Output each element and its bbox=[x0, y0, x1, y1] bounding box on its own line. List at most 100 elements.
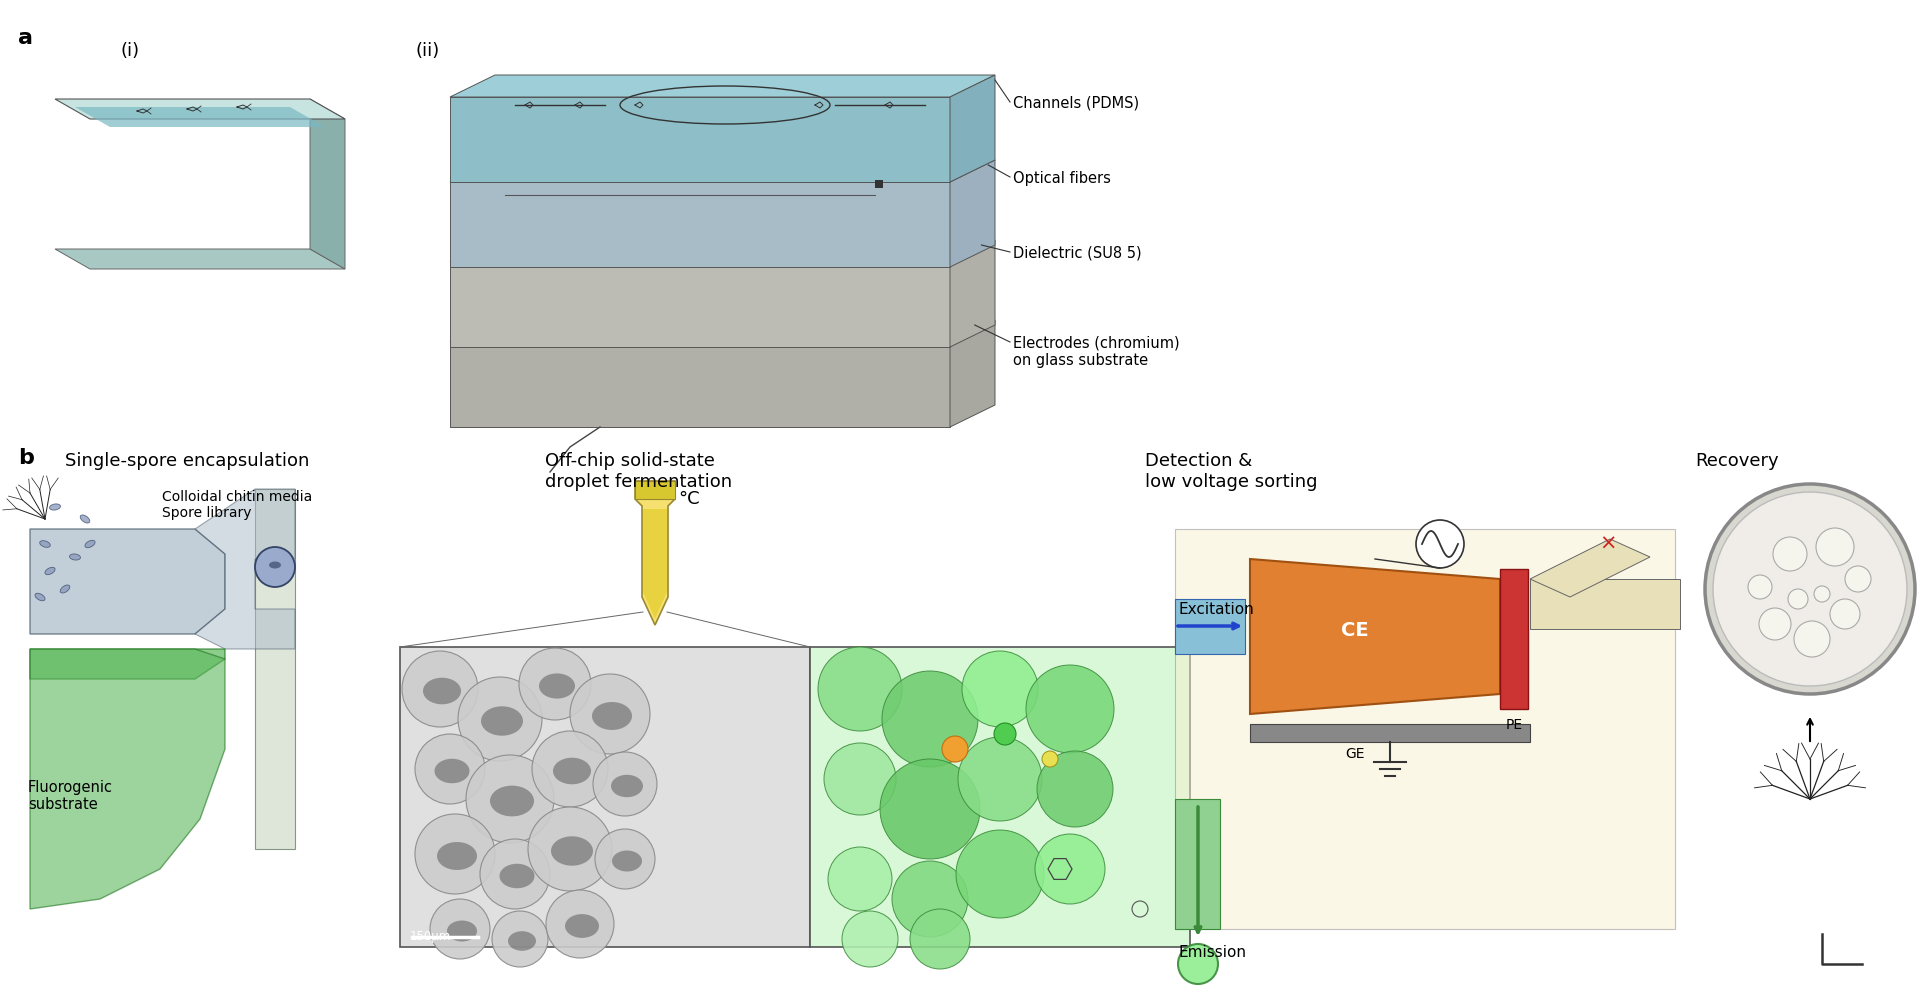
Ellipse shape bbox=[44, 568, 56, 576]
Ellipse shape bbox=[269, 562, 280, 569]
Ellipse shape bbox=[592, 703, 632, 731]
Circle shape bbox=[430, 900, 490, 959]
Polygon shape bbox=[1251, 560, 1500, 715]
Circle shape bbox=[1041, 751, 1058, 767]
Circle shape bbox=[1813, 586, 1831, 602]
Polygon shape bbox=[75, 108, 325, 128]
Text: Channels (PDMS): Channels (PDMS) bbox=[1012, 95, 1139, 111]
Ellipse shape bbox=[35, 593, 44, 601]
Ellipse shape bbox=[613, 851, 642, 872]
Circle shape bbox=[415, 735, 484, 804]
Ellipse shape bbox=[611, 775, 644, 797]
Text: Optical fibers: Optical fibers bbox=[1012, 171, 1110, 186]
Circle shape bbox=[1760, 608, 1790, 640]
Circle shape bbox=[828, 847, 891, 911]
Bar bbox=[1176, 599, 1245, 654]
Ellipse shape bbox=[507, 931, 536, 951]
Circle shape bbox=[1035, 834, 1105, 905]
Polygon shape bbox=[951, 161, 995, 267]
Ellipse shape bbox=[551, 837, 594, 866]
Polygon shape bbox=[56, 249, 346, 269]
Polygon shape bbox=[450, 241, 995, 262]
Bar bbox=[1176, 530, 1675, 929]
Text: (ii): (ii) bbox=[415, 42, 440, 60]
Text: GE: GE bbox=[1345, 746, 1364, 760]
Circle shape bbox=[1178, 944, 1218, 984]
Circle shape bbox=[457, 677, 542, 761]
Circle shape bbox=[993, 724, 1016, 746]
Circle shape bbox=[1748, 576, 1771, 599]
Polygon shape bbox=[450, 97, 951, 183]
Text: Excitation: Excitation bbox=[1178, 601, 1254, 616]
Text: Detection &
low voltage sorting: Detection & low voltage sorting bbox=[1145, 451, 1318, 490]
Polygon shape bbox=[309, 100, 346, 269]
Text: Off-chip solid-state
droplet fermentation: Off-chip solid-state droplet fermentatio… bbox=[546, 451, 732, 490]
Text: Recovery: Recovery bbox=[1694, 451, 1779, 469]
Text: Electrodes (chromium)
on glass substrate: Electrodes (chromium) on glass substrate bbox=[1012, 336, 1179, 368]
Ellipse shape bbox=[40, 541, 50, 548]
Bar bbox=[1500, 570, 1527, 710]
Circle shape bbox=[480, 839, 549, 910]
Polygon shape bbox=[450, 161, 995, 183]
Text: 150μm: 150μm bbox=[409, 929, 451, 942]
Circle shape bbox=[596, 829, 655, 889]
Polygon shape bbox=[31, 649, 225, 679]
Text: PE: PE bbox=[1506, 718, 1523, 732]
Text: Emission: Emission bbox=[1178, 944, 1247, 959]
Ellipse shape bbox=[565, 914, 599, 938]
Circle shape bbox=[824, 744, 895, 815]
Bar bbox=[1176, 799, 1220, 929]
Bar bbox=[1251, 725, 1529, 743]
Circle shape bbox=[882, 671, 978, 767]
Polygon shape bbox=[951, 321, 995, 427]
Circle shape bbox=[1794, 621, 1831, 657]
Ellipse shape bbox=[60, 585, 69, 593]
Circle shape bbox=[1706, 484, 1915, 694]
Ellipse shape bbox=[81, 516, 90, 524]
Circle shape bbox=[962, 651, 1037, 728]
Circle shape bbox=[492, 911, 547, 967]
Ellipse shape bbox=[69, 555, 81, 561]
Polygon shape bbox=[450, 321, 995, 343]
Circle shape bbox=[546, 890, 615, 958]
Circle shape bbox=[941, 737, 968, 762]
Circle shape bbox=[1037, 751, 1112, 827]
Circle shape bbox=[880, 759, 980, 859]
Ellipse shape bbox=[540, 674, 574, 699]
Circle shape bbox=[1026, 665, 1114, 753]
Circle shape bbox=[1416, 521, 1464, 569]
Bar bbox=[636, 481, 674, 500]
Circle shape bbox=[415, 814, 496, 894]
Ellipse shape bbox=[50, 504, 60, 511]
Text: CE: CE bbox=[1341, 620, 1370, 639]
Polygon shape bbox=[1529, 540, 1650, 597]
Circle shape bbox=[1714, 492, 1908, 686]
Ellipse shape bbox=[499, 864, 534, 889]
Circle shape bbox=[1773, 538, 1808, 572]
Bar bbox=[400, 647, 811, 947]
Text: Dielectric (SU8 5): Dielectric (SU8 5) bbox=[1012, 246, 1141, 260]
Ellipse shape bbox=[480, 707, 523, 736]
Polygon shape bbox=[450, 343, 951, 427]
Text: °C: °C bbox=[678, 489, 699, 508]
Polygon shape bbox=[255, 489, 296, 849]
Text: ×: × bbox=[1600, 534, 1617, 554]
Polygon shape bbox=[56, 100, 346, 120]
Circle shape bbox=[528, 807, 613, 891]
Text: a: a bbox=[17, 28, 33, 48]
Circle shape bbox=[467, 755, 553, 843]
Ellipse shape bbox=[434, 759, 469, 783]
Circle shape bbox=[594, 752, 657, 816]
Circle shape bbox=[959, 738, 1041, 821]
Text: (i): (i) bbox=[119, 42, 138, 60]
Circle shape bbox=[911, 910, 970, 969]
Bar bbox=[874, 181, 884, 189]
Circle shape bbox=[841, 911, 897, 967]
Polygon shape bbox=[450, 183, 951, 267]
Polygon shape bbox=[951, 241, 995, 348]
Ellipse shape bbox=[85, 541, 94, 548]
Polygon shape bbox=[951, 76, 995, 183]
Text: Colloidal chitin media
Spore library: Colloidal chitin media Spore library bbox=[161, 489, 313, 520]
Polygon shape bbox=[450, 262, 951, 348]
Circle shape bbox=[571, 674, 649, 754]
